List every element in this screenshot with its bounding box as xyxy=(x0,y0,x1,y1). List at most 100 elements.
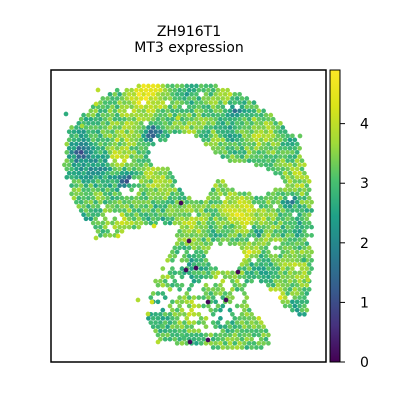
spot xyxy=(100,195,106,201)
spot xyxy=(119,170,125,176)
spot xyxy=(184,116,190,122)
spot xyxy=(148,295,154,300)
spot xyxy=(306,245,312,251)
spot xyxy=(107,191,113,197)
spot xyxy=(232,158,238,164)
spot xyxy=(162,311,168,317)
spot xyxy=(242,324,247,330)
spot xyxy=(93,235,99,241)
spot xyxy=(155,174,161,180)
spot xyxy=(246,233,252,238)
spot xyxy=(201,287,206,292)
spot xyxy=(191,112,197,118)
spot xyxy=(194,224,199,230)
spot xyxy=(225,87,230,93)
spot xyxy=(102,199,108,205)
spot xyxy=(177,220,182,226)
spot xyxy=(131,108,137,114)
spot xyxy=(153,212,158,218)
spot xyxy=(230,336,235,342)
spot xyxy=(249,245,254,251)
spot xyxy=(227,216,233,222)
spot xyxy=(218,199,223,205)
spot xyxy=(256,125,262,130)
spot xyxy=(282,228,288,234)
spot xyxy=(63,111,69,117)
spot xyxy=(278,145,283,151)
spot xyxy=(222,233,228,238)
spot xyxy=(273,262,278,267)
spot xyxy=(294,150,300,155)
spot xyxy=(266,282,271,288)
spot xyxy=(167,220,173,226)
spot xyxy=(285,183,290,188)
spot xyxy=(237,274,242,280)
spot xyxy=(242,233,247,238)
spot xyxy=(270,233,276,238)
spot xyxy=(218,340,223,346)
spot xyxy=(292,137,298,143)
spot xyxy=(244,120,250,126)
spot xyxy=(148,129,154,135)
spot xyxy=(242,199,247,205)
spot xyxy=(78,133,84,139)
spot xyxy=(210,96,216,101)
spot xyxy=(302,303,307,309)
spot xyxy=(196,212,202,218)
spot xyxy=(254,328,259,334)
spot xyxy=(107,141,113,147)
spot xyxy=(201,96,206,101)
spot xyxy=(285,158,290,164)
spot xyxy=(256,257,262,263)
spot xyxy=(186,311,192,317)
spot xyxy=(234,120,240,126)
spot xyxy=(160,191,166,197)
spot xyxy=(294,158,300,164)
spot xyxy=(292,145,298,151)
spot xyxy=(81,195,86,201)
spot xyxy=(186,270,192,276)
spot xyxy=(263,137,269,143)
spot xyxy=(249,104,254,110)
spot xyxy=(148,87,154,93)
spot xyxy=(170,307,175,313)
spot xyxy=(294,291,300,296)
spot xyxy=(256,316,262,321)
spot xyxy=(95,170,101,176)
spot xyxy=(213,141,218,147)
spot xyxy=(126,125,132,130)
spot xyxy=(220,228,226,234)
spot xyxy=(182,96,187,101)
colorbar-tick-label: 4 xyxy=(360,117,369,133)
spot xyxy=(71,137,77,143)
spot xyxy=(134,129,139,135)
spot xyxy=(237,108,242,114)
spot xyxy=(285,257,290,263)
spot xyxy=(194,125,199,130)
spot xyxy=(170,316,175,321)
spot xyxy=(170,183,175,188)
spot xyxy=(165,133,170,139)
spot xyxy=(143,220,149,226)
spot xyxy=(258,262,264,267)
spot xyxy=(263,278,269,284)
spot xyxy=(275,274,281,280)
spot xyxy=(304,199,310,205)
spot xyxy=(206,195,211,201)
spot xyxy=(114,96,120,101)
spot xyxy=(306,220,312,226)
spot xyxy=(203,224,209,230)
spot xyxy=(78,191,84,197)
spot xyxy=(266,332,271,338)
spot xyxy=(270,208,276,213)
spot xyxy=(114,228,120,234)
spot xyxy=(251,100,257,105)
spot xyxy=(285,133,290,139)
spot xyxy=(254,162,259,168)
spot xyxy=(134,96,139,101)
spot xyxy=(213,216,218,222)
spot xyxy=(304,224,310,230)
spot xyxy=(304,216,310,222)
spot xyxy=(112,166,118,172)
spot xyxy=(138,129,144,135)
